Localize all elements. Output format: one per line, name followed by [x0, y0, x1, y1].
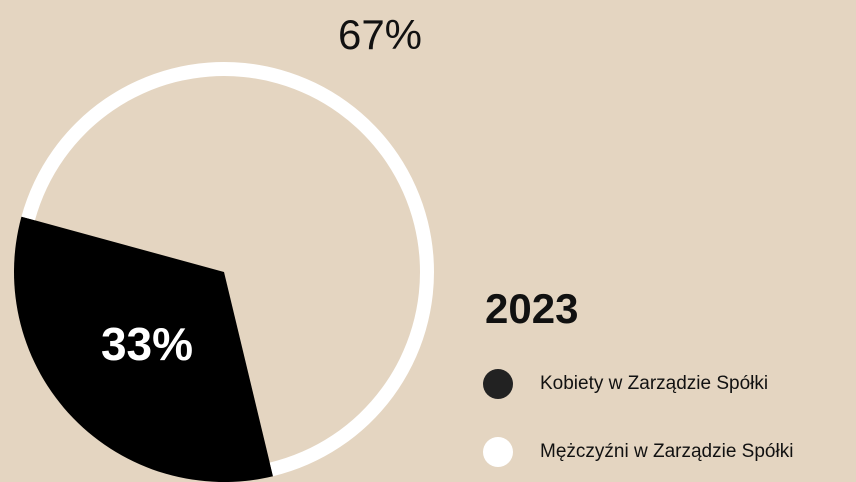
legend-dot — [483, 437, 513, 467]
slice-label: 67% — [338, 11, 422, 58]
legend-label: Mężczyźni w Zarządzie Spółki — [540, 441, 793, 462]
legend-dot — [483, 369, 513, 399]
chart-title: 2023 — [485, 285, 578, 332]
legend-label: Kobiety w Zarządzie Spółki — [540, 373, 768, 394]
pie-slice — [14, 216, 274, 482]
slice-label: 33% — [101, 318, 193, 370]
